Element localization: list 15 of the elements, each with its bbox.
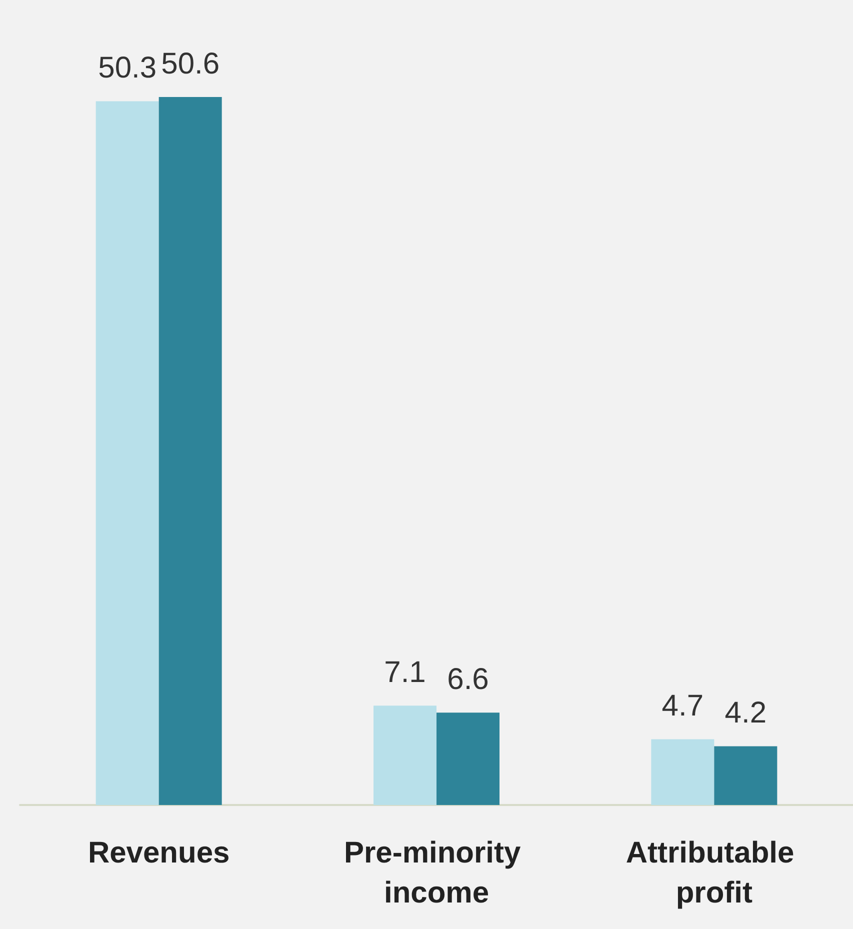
bar xyxy=(436,712,500,805)
bar xyxy=(714,746,778,805)
data-label: 7.1 xyxy=(384,656,426,690)
bar xyxy=(651,739,714,805)
data-label: 6.6 xyxy=(447,663,489,696)
data-label: 4.2 xyxy=(724,696,767,730)
x-tick-label: Pre-minority income xyxy=(344,836,530,910)
data-label: 50.6 xyxy=(161,48,220,80)
data-label: 4.7 xyxy=(662,690,704,723)
x-tick-label: Revenues xyxy=(88,836,230,870)
data-label: 50.3 xyxy=(98,52,157,85)
x-tick-label: Attributable profit xyxy=(626,836,803,910)
bar xyxy=(158,97,222,805)
bar xyxy=(374,706,436,805)
bar xyxy=(96,101,159,805)
